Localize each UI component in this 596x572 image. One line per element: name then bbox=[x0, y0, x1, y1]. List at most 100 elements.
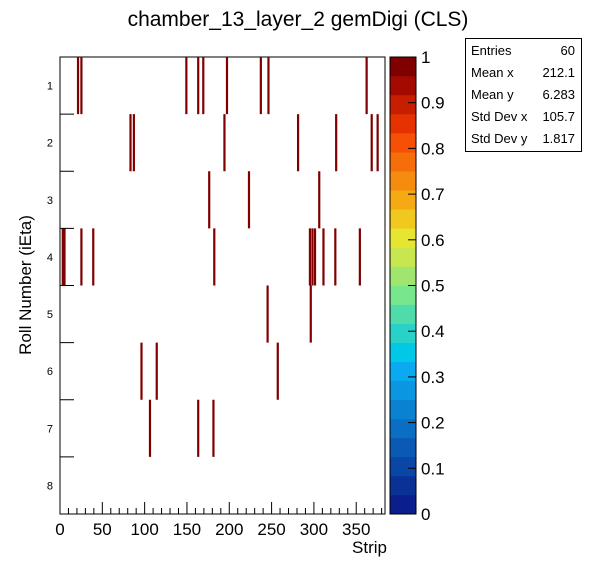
stats-label: Std Dev y bbox=[471, 131, 528, 146]
x-tick-label: 350 bbox=[342, 520, 370, 539]
y-ticks: 1 2 3 4 5 6 7 8 bbox=[47, 81, 74, 492]
palette-band bbox=[390, 399, 416, 420]
heatmap-cell bbox=[132, 114, 135, 172]
heatmap-cell bbox=[63, 228, 66, 286]
heatmap-cell bbox=[185, 57, 188, 115]
heatmap-cell bbox=[358, 228, 361, 286]
heatmap-cell bbox=[155, 342, 158, 400]
y-tick-label: 4 bbox=[47, 252, 53, 264]
heatmap-cell bbox=[376, 114, 379, 172]
heatmap-cell bbox=[311, 228, 314, 286]
y-tick-label: 7 bbox=[47, 423, 53, 435]
palette-band bbox=[390, 76, 416, 96]
stats-row: Mean x 212.1 bbox=[471, 65, 575, 83]
heatmap-cell bbox=[313, 228, 317, 286]
heatmap-cell bbox=[334, 228, 337, 286]
palette-tick-label: 0.7 bbox=[421, 185, 445, 204]
stats-row: Std Dev y 1.817 bbox=[471, 131, 575, 149]
palette-tick-label: 0.2 bbox=[421, 414, 445, 433]
palette-band bbox=[390, 247, 416, 267]
stats-row: Mean y 6.283 bbox=[471, 87, 575, 105]
palette-band bbox=[390, 228, 416, 248]
palette-band bbox=[390, 95, 416, 115]
palette-band bbox=[390, 114, 416, 134]
heatmap-cell bbox=[213, 228, 216, 286]
x-axis-label: Strip bbox=[352, 538, 387, 557]
palette-band bbox=[390, 456, 416, 477]
y-tick-label: 1 bbox=[47, 81, 53, 93]
stats-label: Entries bbox=[471, 43, 512, 58]
palette-band bbox=[390, 437, 416, 458]
heatmap-cell bbox=[370, 114, 373, 172]
stats-value: 60 bbox=[560, 43, 575, 58]
heatmap-cell bbox=[140, 342, 143, 400]
heatmap-cell bbox=[296, 114, 300, 172]
x-tick-label: 250 bbox=[257, 520, 285, 539]
heatmap-cell bbox=[259, 57, 262, 115]
palette-tick-label: 1 bbox=[421, 48, 430, 67]
palette-tick-label: 0.4 bbox=[421, 322, 445, 341]
heatmap-cell bbox=[197, 399, 200, 457]
y-tick-label: 8 bbox=[47, 480, 53, 492]
palette-band bbox=[390, 152, 416, 172]
stats-row: Std Dev x 105.7 bbox=[471, 109, 575, 127]
stats-box: Entries 60 Mean x 212.1 Mean y 6.283 Std Dev x… bbox=[465, 38, 582, 152]
heatmap-cell bbox=[61, 228, 64, 286]
palette-band bbox=[390, 285, 416, 305]
heatmap-cell bbox=[247, 171, 251, 229]
palette-tick-label: 0.9 bbox=[421, 94, 445, 113]
heatmap-cell bbox=[267, 57, 270, 115]
y-tick-label: 6 bbox=[47, 366, 53, 378]
palette-band bbox=[390, 475, 416, 496]
palette-tick-label: 0.1 bbox=[421, 459, 445, 478]
heatmap-cell bbox=[197, 57, 200, 115]
palette-band bbox=[390, 323, 416, 343]
stats-row: Entries 60 bbox=[471, 43, 575, 61]
x-tick-label: 50 bbox=[93, 520, 112, 539]
color-palette: 0 0.1 0.2 0.3 0.4 0.5 0.6 0.7 0.8 0.9 1 bbox=[389, 48, 445, 524]
y-tick-label: 3 bbox=[47, 195, 53, 207]
y-tick-label: 5 bbox=[47, 309, 53, 321]
stats-value: 6.283 bbox=[542, 87, 575, 102]
palette-band bbox=[390, 171, 416, 191]
heatmap-cell bbox=[335, 114, 338, 172]
palette-band bbox=[390, 494, 416, 515]
y-tick-label: 2 bbox=[47, 138, 53, 150]
x-tick-label: 150 bbox=[173, 520, 201, 539]
heatmap-cell bbox=[365, 57, 368, 115]
palette-band bbox=[390, 133, 416, 153]
palette-tick-label: 0 bbox=[421, 505, 430, 524]
palette-band bbox=[390, 266, 416, 286]
palette-band bbox=[390, 304, 416, 324]
palette-band bbox=[390, 418, 416, 439]
stats-label: Mean y bbox=[471, 87, 514, 102]
stats-value: 105.7 bbox=[542, 109, 575, 124]
heatmap-cell bbox=[208, 171, 211, 229]
heatmap-cell bbox=[129, 114, 132, 172]
heatmap-cell bbox=[76, 57, 80, 115]
palette-band bbox=[390, 380, 416, 401]
heatmap-cell bbox=[322, 228, 325, 286]
heatmap-cell bbox=[308, 228, 312, 286]
chart-title: chamber_13_layer_2 gemDigi (CLS) bbox=[127, 8, 469, 31]
heatmap-cell bbox=[80, 228, 83, 286]
heatmap-cell bbox=[309, 285, 312, 343]
palette-tick-label: 0.5 bbox=[421, 277, 445, 296]
stats-value: 1.817 bbox=[542, 131, 575, 146]
y-axis-label: Roll Number (iEta) bbox=[16, 215, 35, 355]
heatmap-cell bbox=[148, 399, 152, 457]
heatmap-cells bbox=[61, 57, 379, 457]
heatmap-cell bbox=[92, 228, 95, 286]
palette-band bbox=[390, 361, 416, 382]
heatmap-cell bbox=[266, 285, 269, 343]
stats-label: Mean x bbox=[471, 65, 514, 80]
heatmap-cell bbox=[225, 57, 229, 115]
heatmap-cell bbox=[202, 57, 205, 115]
stats-label: Std Dev x bbox=[471, 109, 528, 124]
x-tick-label: 300 bbox=[300, 520, 328, 539]
x-tick-label: 200 bbox=[215, 520, 243, 539]
palette-tick-label: 0.3 bbox=[421, 368, 445, 387]
stats-value: 212.1 bbox=[542, 65, 575, 80]
palette-band bbox=[390, 209, 416, 229]
